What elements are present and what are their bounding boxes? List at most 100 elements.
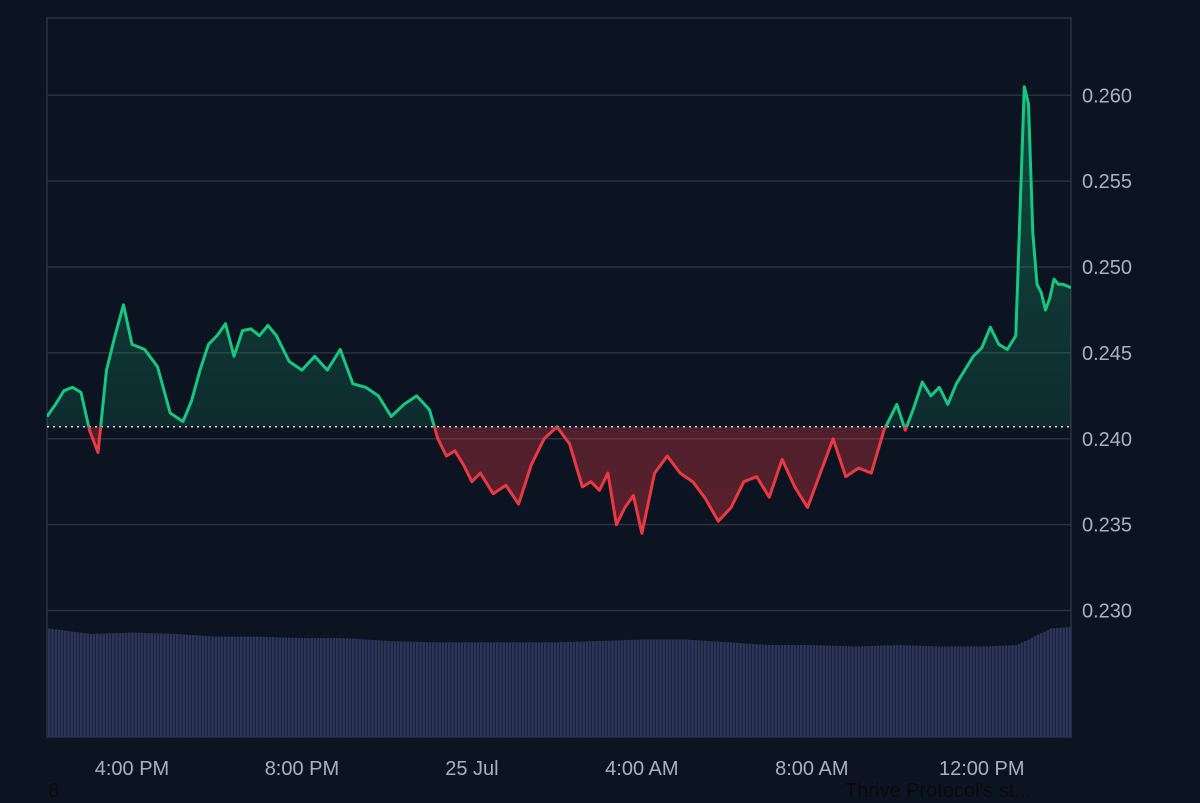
volume-bar [960, 646, 963, 737]
volume-bar [92, 633, 96, 737]
volume-bar [940, 646, 944, 737]
volume-bar [137, 632, 141, 737]
volume-bar [928, 646, 931, 737]
volume-bar [691, 639, 694, 737]
volume-bar [700, 640, 704, 737]
volume-bar [246, 636, 249, 737]
volume-bar [281, 637, 285, 737]
volume-bar [96, 633, 99, 737]
volume-bar [476, 642, 480, 737]
volume-bar [528, 642, 531, 737]
volume-bar [166, 633, 169, 737]
volume-bar [220, 636, 224, 737]
volume-bar [768, 645, 771, 737]
volume-bar [208, 636, 211, 737]
volume-bar [809, 645, 813, 737]
volume-bar [969, 646, 973, 737]
volume-bar [403, 641, 406, 737]
volume-bar [102, 633, 105, 737]
volume-bar [124, 632, 128, 737]
volume-bar [620, 640, 624, 737]
volume-bar [336, 638, 339, 737]
volume-bar [396, 641, 400, 737]
price-line-down [87, 426, 909, 535]
volume-bar [236, 636, 240, 737]
volume-bar [771, 645, 774, 737]
volume-bar [419, 641, 422, 737]
volume-bar [723, 642, 726, 737]
volume-bar [688, 639, 691, 737]
volume-bar [592, 641, 595, 737]
volume-bar [848, 646, 851, 737]
volume-bar [307, 638, 310, 737]
volume-bar [1065, 627, 1069, 737]
volume-bar [460, 642, 464, 737]
volume-bar [233, 636, 237, 737]
volume-bar [624, 640, 627, 737]
volume-bar [144, 632, 147, 737]
volume-bar [780, 645, 784, 737]
volume-bar [822, 645, 825, 737]
volume-bar [425, 642, 429, 737]
volume-bar [313, 638, 317, 737]
volume-bar [416, 641, 419, 737]
volume-bar [294, 637, 297, 737]
volume-bar [496, 642, 499, 737]
volume-bar [697, 640, 701, 737]
footer-left-text: 8 [48, 780, 60, 802]
volume-bar [665, 639, 669, 737]
volume-bar [112, 633, 115, 737]
volume-bar [76, 632, 80, 737]
volume-bar [579, 641, 582, 737]
volume-bar [489, 642, 493, 737]
volume-bar [342, 638, 345, 737]
volume-bar [611, 640, 614, 737]
volume-bar [275, 637, 278, 737]
volume-bar [726, 642, 729, 737]
volume-bar [656, 639, 659, 737]
volume-bar [448, 642, 451, 737]
volume-bar [1052, 628, 1056, 737]
volume-bar [985, 646, 989, 737]
volume-bar [588, 641, 592, 737]
volume-bar [192, 635, 195, 737]
volume-bar [1033, 636, 1037, 737]
volume-bar [182, 634, 185, 737]
volume-bar [819, 645, 822, 737]
volume-bar [204, 635, 208, 737]
volume-bar [739, 643, 742, 737]
volume-bar [681, 639, 685, 737]
volume-bar [867, 646, 870, 737]
volume-bar [956, 646, 960, 737]
volume-bar [617, 640, 621, 737]
volume-bar [1046, 630, 1049, 737]
volume-bar [953, 646, 957, 737]
volume-bar [601, 640, 605, 737]
volume-bar [1004, 645, 1008, 737]
volume-bar [515, 642, 518, 737]
volume-bar [432, 642, 435, 737]
volume-bar [976, 646, 979, 737]
volume-bar [262, 636, 265, 737]
y-axis-ticks: 0.230 0.235 0.240 0.245 0.250 0.255 0.260 [1082, 85, 1132, 622]
volume-bar [348, 638, 352, 737]
volume-bar [291, 637, 294, 737]
volume-bar [99, 633, 102, 737]
volume-bar [172, 633, 176, 737]
volume-bar [268, 637, 272, 737]
volume-bar [864, 646, 867, 737]
volume-bar [902, 645, 905, 737]
volume-bar [544, 642, 547, 737]
volume-bar [134, 632, 137, 737]
volume-bar [668, 639, 672, 737]
volume-bar [640, 639, 643, 737]
volume-bar [854, 646, 857, 737]
volume-bar [1049, 628, 1053, 737]
volume-bar [374, 640, 377, 737]
volume-bar [259, 636, 262, 737]
volume-bar [364, 639, 368, 737]
volume-bar [521, 642, 525, 737]
volume-bar [441, 642, 445, 737]
volume-bar [80, 632, 83, 737]
volume-bar [153, 633, 157, 737]
